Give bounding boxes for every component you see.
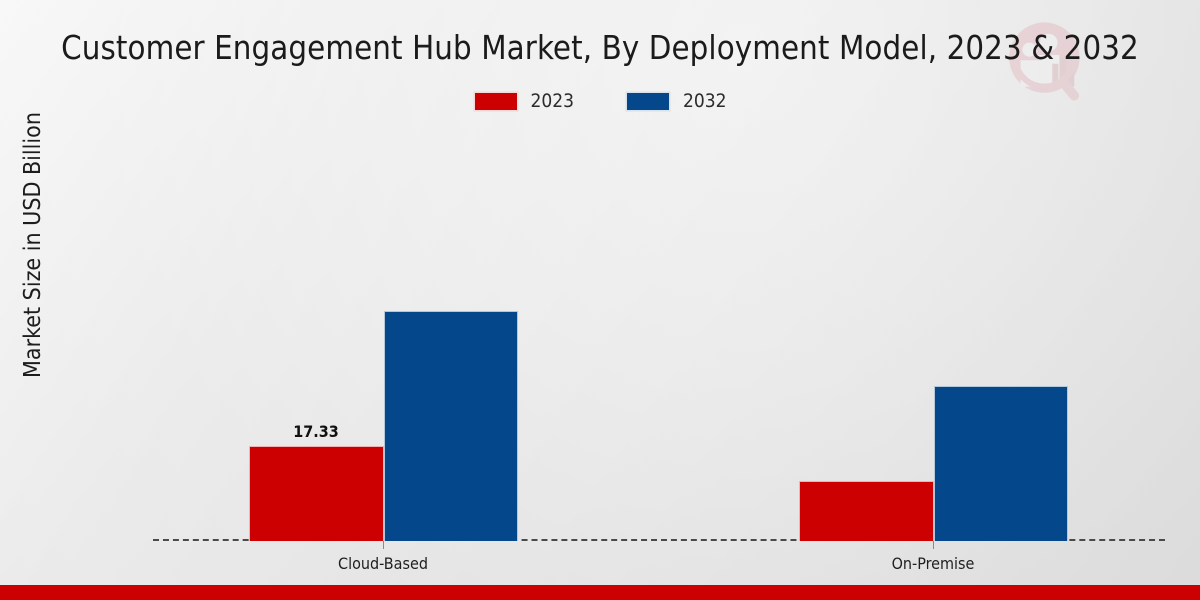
legend-swatch-2032 — [626, 91, 670, 111]
bar-on-premise-2023[interactable] — [798, 481, 934, 541]
legend-item-2032[interactable]: 2032 — [626, 90, 727, 112]
x-axis-label-cloud-based: Cloud-Based — [338, 554, 428, 573]
x-axis-baseline — [153, 539, 1165, 541]
bar-value-label: 17.33 — [293, 422, 339, 441]
x-axis-label-on-premise: On-Premise — [891, 554, 975, 573]
x-axis-tick — [933, 541, 934, 549]
bar-cloud-based-2023[interactable]: 17.33 — [248, 422, 384, 541]
legend-swatch-2023 — [473, 91, 518, 111]
legend-label-2023: 2023 — [530, 90, 575, 112]
bar-group-on-premise: On-Premise — [701, 150, 1165, 573]
page-title: Customer Engagement Hub Market, By Deplo… — [61, 28, 1139, 67]
x-axis-tick — [383, 541, 384, 549]
chart-legend: 2023 2032 — [0, 90, 1200, 112]
bar-group-cloud-based: 17.33 Cloud-Based — [153, 150, 613, 573]
footer-accent-bar — [0, 585, 1200, 600]
legend-item-2023[interactable]: 2023 — [473, 90, 575, 112]
plot-area: 17.33 Cloud-Based On-Premise — [153, 150, 1165, 573]
bar-cloud-based-2032[interactable] — [383, 311, 518, 541]
y-axis-title: Market Size in USD Billion — [20, 112, 46, 378]
legend-label-2032: 2032 — [683, 90, 727, 112]
bar-on-premise-2032[interactable] — [933, 386, 1068, 541]
